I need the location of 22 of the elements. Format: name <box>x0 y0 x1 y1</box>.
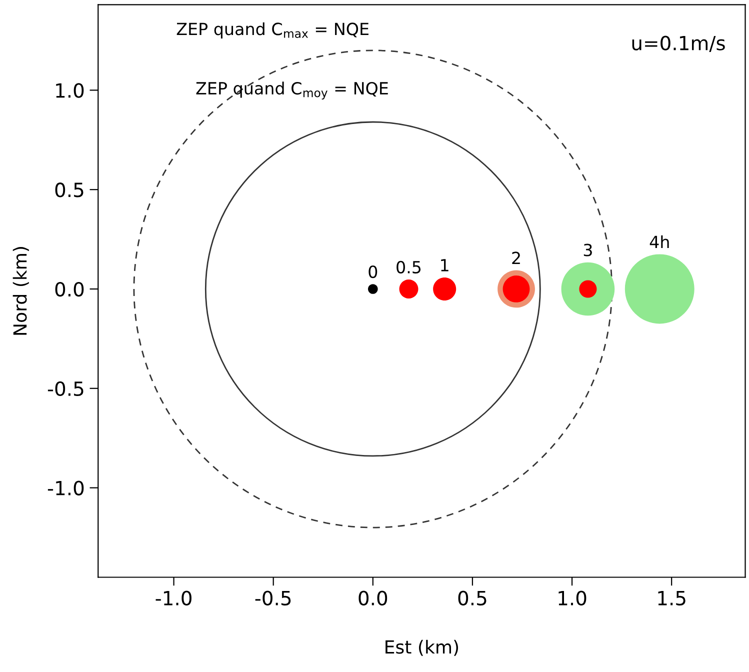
annotation: 0.5 <box>396 260 421 274</box>
annotation: ZEP quand C$_{moy}$ = NQE <box>196 82 388 100</box>
y-tick-label: -0.5 <box>48 381 84 396</box>
annotation: ZEP quand C$_{max}$ = NQE <box>176 22 368 39</box>
x-axis-title: Est (km) <box>386 640 458 656</box>
annotation: 4h <box>650 235 669 248</box>
annotation: 2 <box>512 252 520 264</box>
y-axis-title: Nord (km) <box>12 247 29 335</box>
x-tick-label: 1.5 <box>658 591 686 606</box>
annotation: u=0.1m/s <box>632 36 725 52</box>
annotation: 1 <box>441 259 448 272</box>
x-tick-label: 0.5 <box>458 590 486 606</box>
annotation: 0 <box>368 265 378 278</box>
y-tick-label: -1.0 <box>48 480 84 496</box>
y-tick-label: 1.0 <box>56 83 84 98</box>
x-tick-label: 0.0 <box>358 590 388 606</box>
annotation: 3 <box>584 244 592 256</box>
x-tick-label: 1.0 <box>558 590 586 606</box>
x-tick-label: -0.5 <box>255 590 291 606</box>
y-tick-label: 0.0 <box>55 282 84 297</box>
x-tick-label: -1.0 <box>156 590 192 606</box>
y-tick-label: 0.5 <box>55 182 84 198</box>
